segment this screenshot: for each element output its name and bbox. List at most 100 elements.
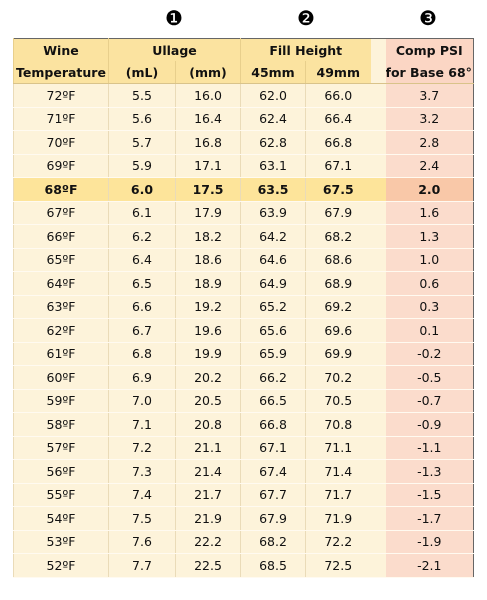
gap-cell: [370, 342, 386, 366]
table-cell: 63ºF: [13, 295, 109, 319]
table-cell: 6.6: [108, 295, 176, 319]
table-cell: 67.7: [240, 483, 306, 507]
header-cell: Fill Height: [239, 38, 371, 61]
table-cell: 6.5: [108, 271, 176, 296]
table-row: 59ºF 7.0 20.5 66.5 70.5 -0.7: [13, 389, 474, 413]
gap-cell: [370, 83, 386, 108]
table-cell: 64.9: [240, 271, 306, 296]
header-cell: 45mm: [240, 61, 306, 84]
table-cell: 18.2: [175, 224, 241, 249]
table-cell: 22.2: [175, 530, 241, 554]
gap-cell: [370, 248, 386, 272]
table-cell: 7.0: [108, 389, 176, 413]
table-cell: 66.2: [240, 365, 306, 390]
gap-cell: [370, 365, 386, 390]
gap-cell: [370, 506, 386, 531]
table-cell: 0.6: [385, 271, 474, 296]
table-cell: 56ºF: [13, 459, 109, 484]
table-cell: 69.2: [304, 295, 371, 319]
table-row: 66ºF 6.2 18.2 64.2 68.2 1.3: [13, 224, 474, 249]
table-cell: 58ºF: [13, 412, 109, 437]
table-cell: 21.1: [175, 436, 241, 460]
table-cell: 7.2: [108, 436, 176, 460]
table-cell: 57ºF: [13, 436, 109, 460]
gap-cell: [370, 107, 386, 131]
table-cell: 62.0: [240, 83, 306, 108]
table-cell: 21.9: [175, 506, 241, 531]
table-cell: 7.7: [108, 553, 176, 578]
table-row: 62ºF 6.7 19.6 65.6 69.6 0.1: [13, 318, 474, 343]
table-cell: -0.9: [385, 412, 474, 437]
table-cell: -2.1: [385, 553, 474, 578]
table-row: 56ºF 7.3 21.4 67.4 71.4 -1.3: [13, 459, 474, 484]
gap-cell: [370, 530, 386, 554]
table-row: 54ºF 7.5 21.9 67.9 71.9 -1.7: [13, 506, 474, 531]
gap-cell: [370, 154, 386, 178]
table-cell: 67ºF: [13, 201, 109, 225]
table-cell: 7.6: [108, 530, 176, 554]
table-cell: 63.5: [240, 177, 306, 202]
table-row: 52ºF 7.7 22.5 68.5 72.5 -2.1: [13, 553, 474, 578]
table-cell: 1.0: [385, 248, 474, 272]
marker: ❷: [297, 6, 315, 30]
gap-cell: [370, 412, 386, 437]
table-cell: 68ºF: [13, 177, 109, 202]
gap-cell: [370, 389, 386, 413]
table-cell: 16.8: [175, 130, 241, 155]
gap-cell: [370, 38, 386, 61]
table-cell: 18.6: [175, 248, 241, 272]
table-row: 60ºF 6.9 20.2 66.2 70.2 -0.5: [13, 365, 474, 390]
header-cell: 49mm: [304, 61, 371, 84]
table-cell: 66.8: [240, 412, 306, 437]
table-cell: 66.4: [304, 107, 371, 131]
table-row: 64ºF 6.5 18.9 64.9 68.9 0.6: [13, 271, 474, 296]
gap-cell: [370, 483, 386, 507]
table-row: 68ºF 6.0 17.5 63.5 67.5 2.0: [13, 177, 474, 202]
table-cell: 5.6: [108, 107, 176, 131]
table-cell: 70.2: [304, 365, 371, 390]
table-cell: 67.4: [240, 459, 306, 484]
table-row: 67ºF 6.1 17.9 63.9 67.9 1.6: [13, 201, 474, 225]
gap-cell: [370, 130, 386, 155]
table-cell: 2.4: [385, 154, 474, 178]
table-cell: 6.1: [108, 201, 176, 225]
table-cell: -1.5: [385, 483, 474, 507]
table-cell: 18.9: [175, 271, 241, 296]
table-cell: -0.7: [385, 389, 474, 413]
table-cell: 67.1: [240, 436, 306, 460]
table-cell: 5.7: [108, 130, 176, 155]
table-cell: 19.9: [175, 342, 241, 366]
marker: ❸: [419, 6, 437, 30]
table-row: 58ºF 7.1 20.8 66.8 70.8 -0.9: [13, 412, 474, 437]
table-cell: 52ºF: [13, 553, 109, 578]
gap-cell: [370, 459, 386, 484]
table-cell: 68.6: [304, 248, 371, 272]
table-cell: 70ºF: [13, 130, 109, 155]
table-cell: 67.9: [240, 506, 306, 531]
table-cell: 1.3: [385, 224, 474, 249]
table-cell: 72.5: [304, 553, 371, 578]
table-cell: 16.0: [175, 83, 241, 108]
table-cell: 71.1: [304, 436, 371, 460]
psi-table: Wine Ullage Fill Height Comp PSI Tempera…: [13, 38, 475, 578]
table-cell: 67.9: [304, 201, 371, 225]
header-row: Temperature (mL) (mm) 45mm 49mm for Base…: [13, 61, 474, 84]
table-body: 72ºF 5.5 16.0 62.0 66.0 3.7 71ºF 5.6 16.4 62.4 66.…: [13, 83, 474, 578]
table-cell: 70.5: [304, 389, 371, 413]
table-cell: 20.8: [175, 412, 241, 437]
table-cell: 71.9: [304, 506, 371, 531]
table-cell: 67.1: [304, 154, 371, 178]
table-cell: 66.8: [304, 130, 371, 155]
table-cell: 69.9: [304, 342, 371, 366]
table-cell: 59ºF: [13, 389, 109, 413]
table-row: 72ºF 5.5 16.0 62.0 66.0 3.7: [13, 83, 474, 108]
table-cell: 1.6: [385, 201, 474, 225]
table-cell: 17.9: [175, 201, 241, 225]
header-cell: Comp PSI: [385, 38, 474, 61]
table-cell: 65.2: [240, 295, 306, 319]
header-cell: for Base 68°F: [385, 61, 474, 84]
table-cell: 21.4: [175, 459, 241, 484]
table-cell: 21.7: [175, 483, 241, 507]
table-cell: 55ºF: [13, 483, 109, 507]
table-cell: 5.9: [108, 154, 176, 178]
